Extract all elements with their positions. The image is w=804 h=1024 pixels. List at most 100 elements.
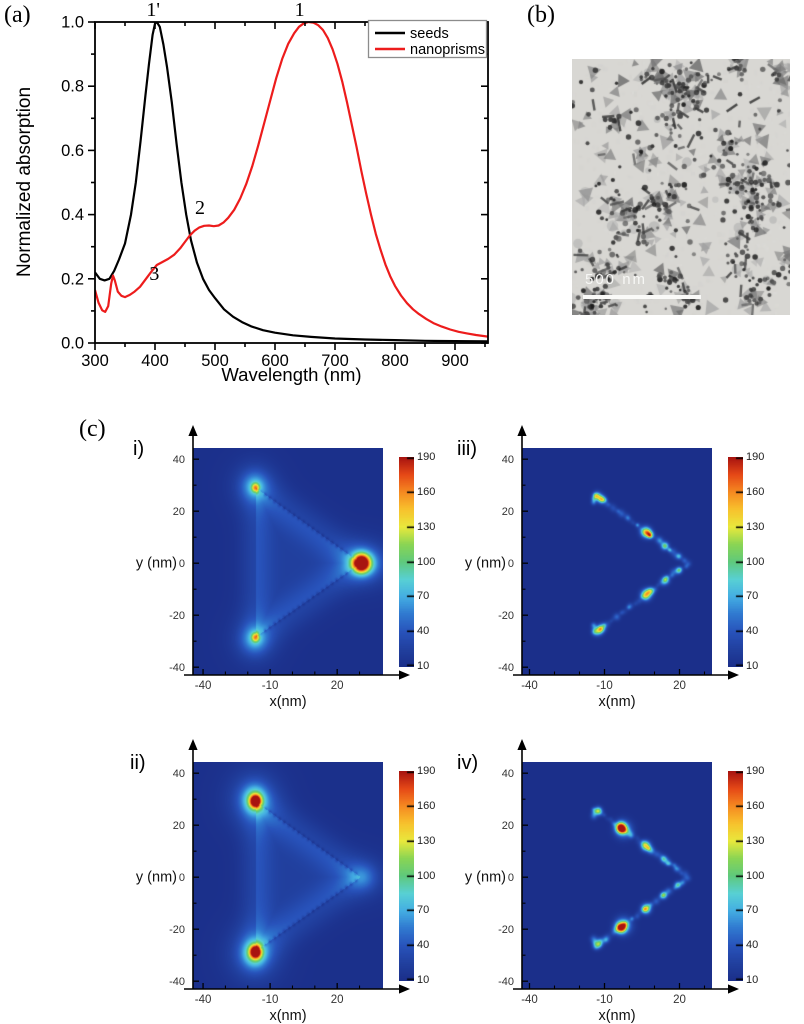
colorbar-tick-label: 40 (746, 939, 759, 952)
colorbar-tick-label: 40 (417, 625, 430, 638)
svg-text:y (nm): y (nm) (136, 556, 177, 572)
panel-c-i-label: i) (133, 438, 145, 460)
colorbar-tick-label: 190 (417, 765, 436, 777)
colorbar-tick-label: 100 (417, 555, 436, 568)
svg-text:800: 800 (381, 352, 409, 370)
heatmap-panel-i: -40 -10 20 -40 -20 0 20 40 x(nm) y (nm) 10 40 70 100… (136, 425, 435, 710)
colorbar (728, 457, 743, 667)
svg-text:nanoprisms: nanoprisms (410, 42, 485, 58)
scale-bar-label: 500 nm (585, 271, 648, 288)
svg-text:0: 0 (508, 872, 514, 884)
colorbar-tick-label: 130 (746, 834, 765, 847)
svg-text:20: 20 (673, 994, 686, 1006)
panel-b-label: (b) (527, 2, 555, 28)
absorption-spectra-chart: 300 400 500 600 700 800 900 0.0 0.2 0.4 0.6 0.8 1.0 W… (0, 0, 520, 400)
spectra-svg: 300 400 500 600 700 800 900 0.0 0.2 0.4 0.6 0.8 1.0 W… (14, 0, 489, 385)
panel-a-label: (a) (4, 2, 31, 28)
heatmap-panel-ii: -40 -10 20 -40 -20 0 20 40 x(nm) y (nm) 10 40 70 100… (136, 739, 435, 1024)
svg-text:20: 20 (173, 506, 185, 518)
svg-text:20: 20 (673, 680, 686, 692)
svg-text:-40: -40 (195, 994, 212, 1006)
colorbar-tick-label: 40 (746, 625, 759, 638)
colorbar-tick-label: 70 (417, 904, 430, 917)
colorbar (399, 457, 414, 667)
svg-text:500: 500 (201, 352, 229, 370)
svg-text:-40: -40 (498, 976, 514, 988)
heatmap-axes: -40 -10 20 -40 -20 0 20 40 x(nm) y (nm) (465, 739, 739, 1024)
svg-text:-20: -20 (169, 610, 185, 622)
svg-text:600: 600 (261, 352, 289, 370)
svg-text:x(nm): x(nm) (269, 694, 306, 710)
svg-text:20: 20 (502, 506, 514, 518)
colorbar-tick-label: 190 (417, 451, 436, 463)
colorbar-tick-label: 100 (746, 555, 765, 568)
heatmap-axes: -40 -10 20 -40 -20 0 20 40 x(nm) y (nm) (136, 425, 410, 710)
colorbar-tick-label: 100 (746, 869, 765, 882)
svg-text:-40: -40 (498, 662, 514, 674)
svg-text:-40: -40 (521, 680, 538, 692)
svg-text:400: 400 (141, 352, 169, 370)
heatmap-canvas (193, 762, 383, 989)
svg-text:0.6: 0.6 (61, 142, 84, 160)
scale-bar (583, 295, 701, 299)
tem-micrograph (572, 59, 790, 315)
svg-text:1.0: 1.0 (61, 14, 84, 32)
heatmap-axes: -40 -10 20 -40 -20 0 20 40 x(nm) y (nm) (465, 425, 739, 710)
colorbar-tick-label: 70 (417, 590, 430, 603)
svg-text:y (nm): y (nm) (465, 556, 506, 572)
heatmap-panel-iv: -40 -10 20 -40 -20 0 20 40 x(nm) y (nm) 10 40 70 100… (465, 739, 764, 1024)
colorbar-tick-label: 70 (746, 590, 759, 603)
svg-text:0: 0 (179, 558, 185, 570)
colorbar-tick-label: 190 (746, 765, 765, 777)
colorbar-tick-label: 130 (417, 834, 436, 847)
svg-text:20: 20 (331, 994, 344, 1006)
svg-text:700: 700 (321, 352, 349, 370)
svg-text:3: 3 (149, 263, 159, 285)
svg-text:seeds: seeds (410, 26, 449, 42)
svg-text:2: 2 (195, 197, 205, 219)
svg-text:-10: -10 (262, 680, 279, 692)
svg-text:Normalized absorption: Normalized absorption (14, 87, 35, 277)
svg-text:1: 1 (295, 0, 305, 21)
svg-text:0.4: 0.4 (61, 206, 84, 224)
tem-image-panel: 500 nm (572, 59, 790, 315)
svg-text:0: 0 (179, 872, 185, 884)
svg-text:-40: -40 (195, 680, 212, 692)
colorbar (399, 771, 414, 981)
colorbar-tick-label: 160 (746, 485, 765, 498)
svg-text:40: 40 (502, 768, 514, 780)
heatmap-panel-iii: -40 -10 20 -40 -20 0 20 40 x(nm) y (nm) 10 40 70 100… (465, 425, 764, 710)
svg-text:-20: -20 (498, 610, 514, 622)
svg-text:20: 20 (173, 820, 185, 832)
colorbar-tick-label: 10 (746, 974, 759, 986)
colorbar-tick-label: 10 (746, 660, 759, 672)
svg-text:-40: -40 (521, 994, 538, 1006)
colorbar (728, 771, 743, 981)
colorbar-tick-label: 160 (746, 799, 765, 812)
svg-text:x(nm): x(nm) (598, 1008, 635, 1024)
svg-text:40: 40 (173, 768, 185, 780)
colorbar-tick-label: 100 (417, 869, 436, 882)
colorbar-tick-label: 10 (417, 974, 430, 986)
colorbar-tick-label: 190 (746, 451, 765, 463)
panel-c-label: (c) (79, 416, 106, 442)
svg-text:20: 20 (502, 820, 514, 832)
colorbar-tick-label: 70 (746, 904, 759, 917)
svg-text:y (nm): y (nm) (136, 870, 177, 886)
svg-text:x(nm): x(nm) (598, 694, 635, 710)
svg-text:0: 0 (508, 558, 514, 570)
svg-text:-20: -20 (498, 924, 514, 936)
colorbar-tick-label: 130 (746, 520, 765, 533)
colorbar-tick-label: 40 (417, 939, 430, 952)
colorbar-tick-label: 10 (417, 660, 430, 672)
heatmap-axes: -40 -10 20 -40 -20 0 20 40 x(nm) y (nm) (136, 739, 410, 1024)
colorbar-tick-label: 160 (417, 485, 436, 498)
svg-text:-20: -20 (169, 924, 185, 936)
svg-text:20: 20 (331, 680, 344, 692)
svg-text:-10: -10 (596, 680, 613, 692)
heatmap-canvas (522, 762, 712, 989)
svg-text:x(nm): x(nm) (269, 1008, 306, 1024)
svg-text:0.8: 0.8 (61, 78, 84, 96)
svg-text:Wavelength (nm): Wavelength (nm) (221, 364, 361, 385)
